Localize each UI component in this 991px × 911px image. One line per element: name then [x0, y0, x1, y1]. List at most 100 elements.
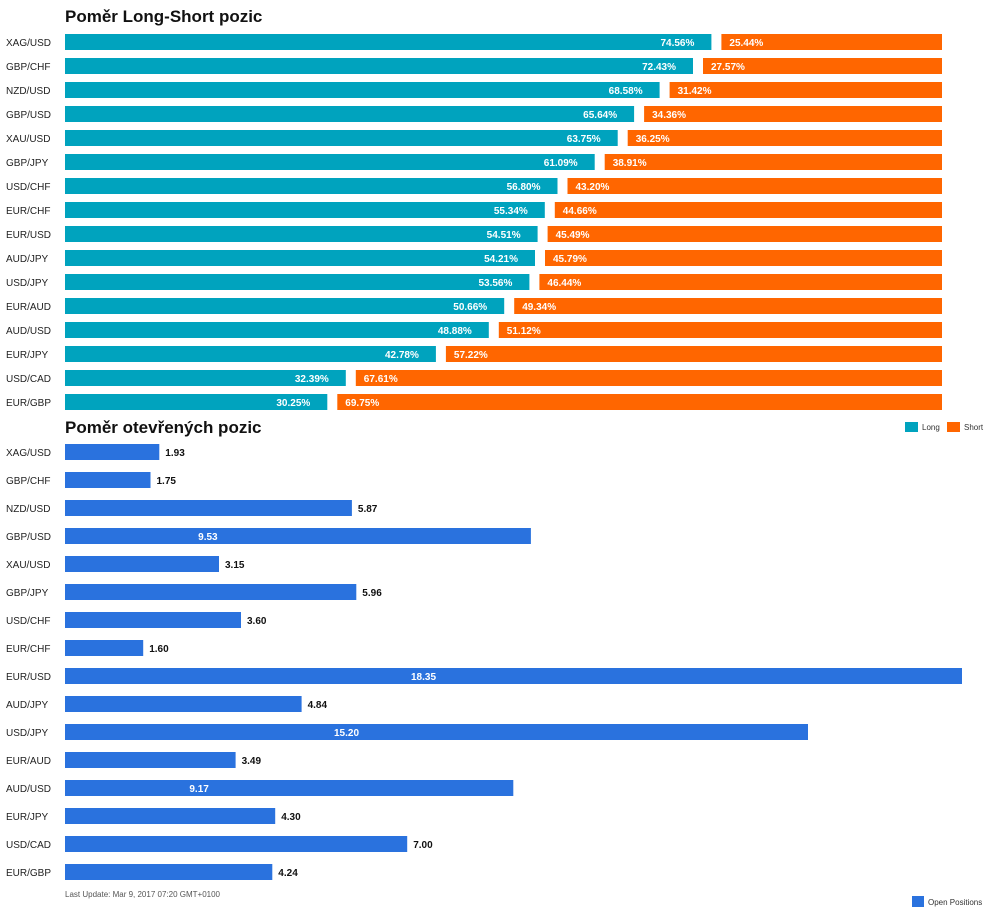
- chart-title-open-positions: Poměr otevřených pozic: [65, 418, 262, 437]
- legend-open-positions: Open Positions: [912, 896, 982, 907]
- short-bar: [514, 298, 942, 314]
- open-positions-bar: [65, 556, 219, 572]
- long-bar: [65, 106, 635, 122]
- category-label: USD/CAD: [6, 840, 51, 851]
- long-bar: [65, 346, 436, 362]
- open-positions-value-label: 1.75: [157, 476, 177, 487]
- legend-long-label: Long: [922, 423, 940, 432]
- long-value-label: 48.88%: [438, 326, 472, 337]
- short-value-label: 36.25%: [636, 134, 670, 145]
- open-positions-bar: [65, 500, 352, 516]
- category-label: USD/CHF: [6, 616, 50, 627]
- short-bar: [567, 178, 942, 194]
- category-label: EUR/JPY: [6, 812, 49, 823]
- category-label: USD/CHF: [6, 182, 50, 193]
- open-positions-value-label: 1.93: [165, 448, 185, 459]
- short-bar: [669, 82, 942, 98]
- legend-short-swatch: [947, 422, 960, 432]
- category-label: AUD/JPY: [6, 700, 49, 711]
- long-bar: [65, 34, 712, 50]
- short-bar: [355, 370, 942, 386]
- legend-short-label: Short: [964, 423, 984, 432]
- long-value-label: 65.64%: [583, 110, 617, 121]
- short-value-label: 25.44%: [729, 38, 763, 49]
- open-positions-value-label: 9.17: [189, 784, 209, 795]
- open-positions-bar: [65, 696, 302, 712]
- category-label: GBP/JPY: [6, 158, 49, 169]
- long-value-label: 61.09%: [544, 158, 578, 169]
- open-positions-value-label: 4.24: [278, 868, 298, 879]
- category-label: GBP/CHF: [6, 476, 50, 487]
- category-label: EUR/GBP: [6, 398, 51, 409]
- long-value-label: 32.39%: [295, 374, 329, 385]
- long-bar: [65, 226, 538, 242]
- short-value-label: 31.42%: [678, 86, 712, 97]
- open-positions-bar: [65, 612, 241, 628]
- short-value-label: 51.12%: [507, 326, 541, 337]
- category-label: XAG/USD: [6, 38, 51, 49]
- long-bar: [65, 394, 328, 410]
- long-value-label: 55.34%: [494, 206, 528, 217]
- open-positions-value-label: 5.87: [358, 504, 378, 515]
- category-label: GBP/USD: [6, 532, 51, 543]
- short-value-label: 69.75%: [345, 398, 379, 409]
- legend-long-swatch: [905, 422, 918, 432]
- long-bar: [65, 298, 505, 314]
- short-bar: [627, 130, 942, 146]
- short-bar: [545, 250, 942, 266]
- open-positions-value-label: 7.00: [413, 840, 433, 851]
- legend-long-short: Long Short: [905, 422, 984, 432]
- category-label: USD/CAD: [6, 374, 51, 385]
- open-positions-bar: [65, 752, 236, 768]
- short-bar: [539, 274, 942, 290]
- short-bar: [445, 346, 942, 362]
- short-value-label: 49.34%: [522, 302, 556, 313]
- open-positions-value-label: 3.60: [247, 616, 267, 627]
- short-bar: [721, 34, 942, 50]
- short-value-label: 45.79%: [553, 254, 587, 265]
- short-value-label: 43.20%: [576, 182, 610, 193]
- open-positions-value-label: 4.30: [281, 812, 301, 823]
- long-value-label: 50.66%: [453, 302, 487, 313]
- long-bar: [65, 154, 595, 170]
- category-label: EUR/AUD: [6, 756, 51, 767]
- short-bar: [547, 226, 942, 242]
- open-positions-value-label: 15.20: [334, 728, 359, 739]
- open-positions-bar: [65, 808, 276, 824]
- open-positions-value-label: 1.60: [149, 644, 169, 655]
- category-label: EUR/CHF: [6, 644, 50, 655]
- open-positions-bars: XAG/USD 1.93 GBP/CHF 1.75 NZD/USD 5.87 GBP/USD…: [6, 444, 962, 880]
- short-value-label: 45.49%: [556, 230, 590, 241]
- category-label: GBP/JPY: [6, 588, 49, 599]
- category-label: NZD/USD: [6, 86, 50, 97]
- short-value-label: 34.36%: [652, 110, 686, 121]
- long-value-label: 42.78%: [385, 350, 419, 361]
- open-positions-bar: [65, 864, 273, 880]
- short-value-label: 38.91%: [613, 158, 647, 169]
- long-value-label: 68.58%: [609, 86, 643, 97]
- long-bar: [65, 274, 530, 290]
- category-label: AUD/USD: [6, 326, 51, 337]
- short-bar: [554, 202, 942, 218]
- short-bar: [644, 106, 942, 122]
- long-bar: [65, 202, 545, 218]
- long-bar: [65, 58, 693, 74]
- category-label: NZD/USD: [6, 504, 50, 515]
- category-label: EUR/JPY: [6, 350, 49, 361]
- long-bar: [65, 178, 558, 194]
- long-value-label: 53.56%: [478, 278, 512, 289]
- open-positions-value-label: 18.35: [411, 672, 436, 683]
- legend-open-positions-swatch: [912, 896, 924, 907]
- short-value-label: 57.22%: [454, 350, 488, 361]
- category-label: GBP/USD: [6, 110, 51, 121]
- long-bar: [65, 82, 660, 98]
- open-positions-bar: [65, 668, 962, 684]
- category-label: XAU/USD: [6, 560, 50, 571]
- long-value-label: 30.25%: [276, 398, 310, 409]
- category-label: XAU/USD: [6, 134, 50, 145]
- long-value-label: 63.75%: [567, 134, 601, 145]
- chart-title-long-short: Poměr Long-Short pozic: [65, 7, 262, 26]
- short-value-label: 67.61%: [364, 374, 398, 385]
- category-label: XAG/USD: [6, 448, 51, 459]
